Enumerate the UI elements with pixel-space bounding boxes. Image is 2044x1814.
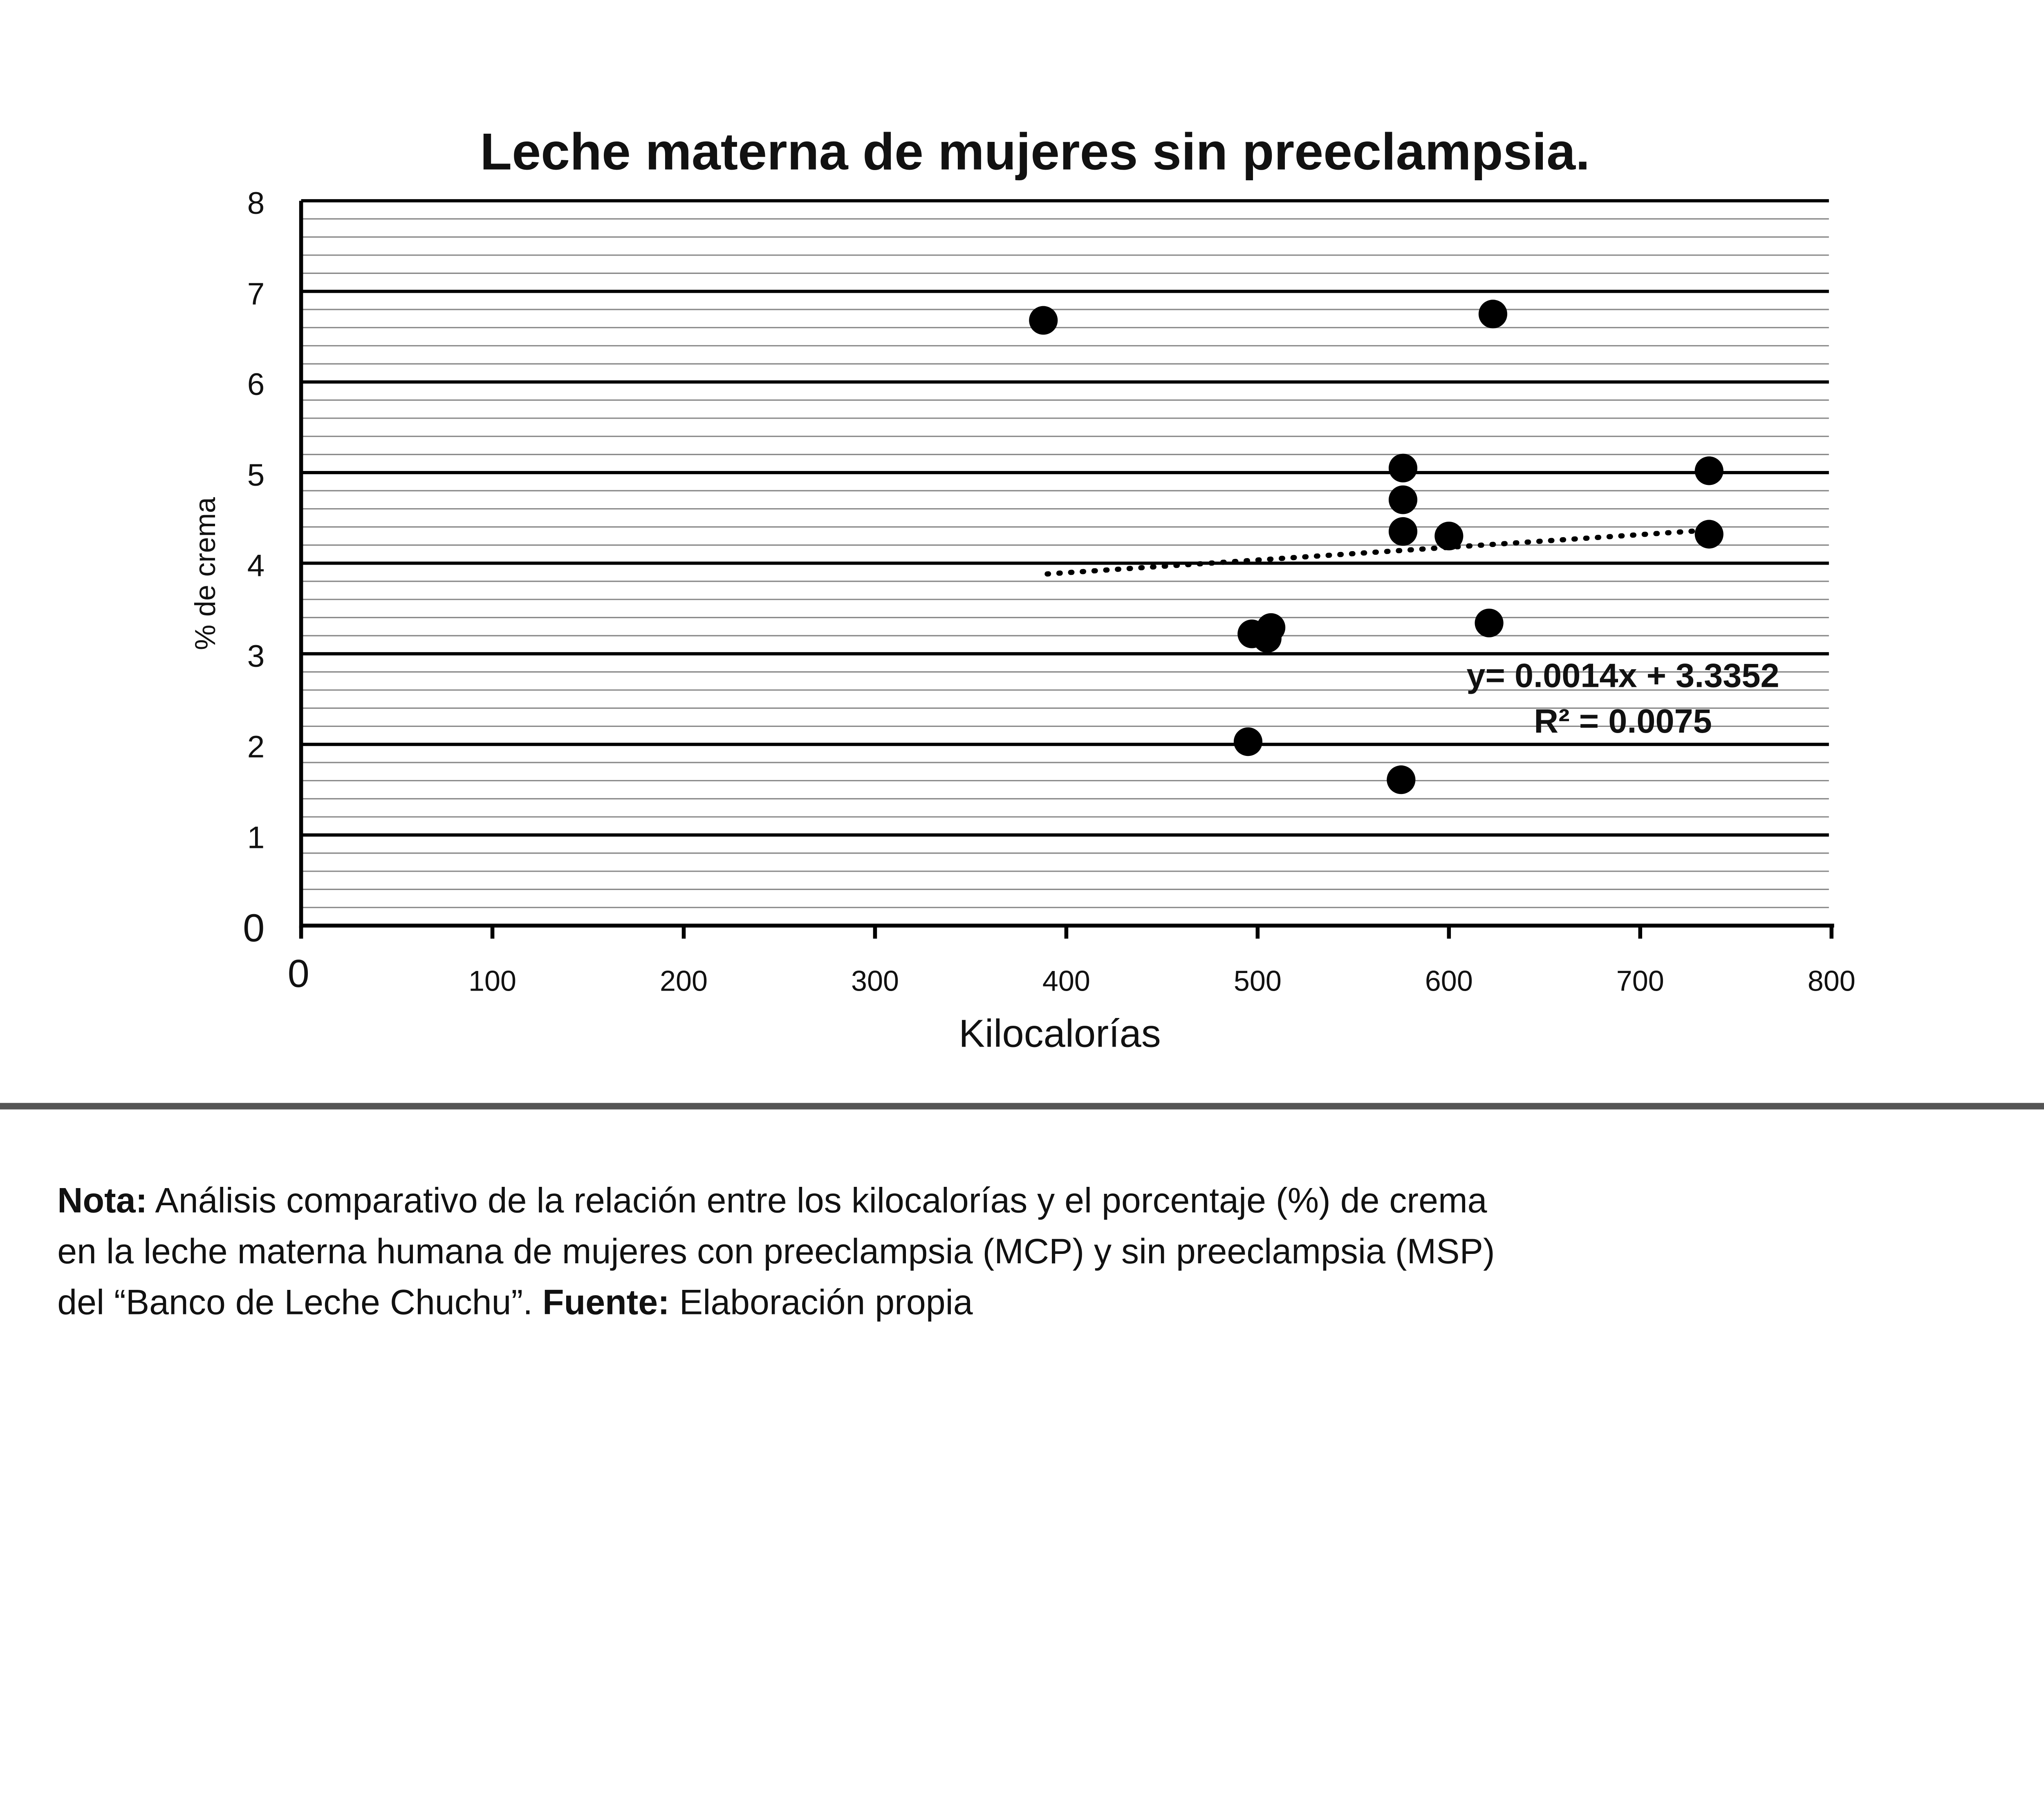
trendline-path [1044,527,1719,577]
note-line-2: en la leche materna humana de mujeres co… [57,1232,1495,1271]
data-point [1694,456,1724,485]
x-tick-label: 200 [660,964,708,997]
axes: 0 100 200 300 400 500 600 700 800 0 1 2 3 4 5 6 7 8 [243,186,1856,997]
x-tick-label: 800 [1808,964,1856,997]
data-point [1253,624,1282,653]
y-tick-label: 0 [243,906,264,950]
y-tick-label: 7 [247,277,265,312]
data-point [1388,453,1418,482]
data-point [1478,300,1508,329]
x-axis-label: Kilocalorías [959,1012,1161,1056]
r-squared-label: R² = 0.0075 [1534,702,1712,740]
data-point [1475,608,1504,637]
x-tick-label: 400 [1042,964,1090,997]
y-tick-label: 8 [247,186,265,221]
y-tick-label: 2 [247,730,265,765]
x-tick-label: 700 [1616,964,1664,997]
data-point [1387,765,1416,794]
data-point [1233,727,1263,756]
chart-title: Leche materna de mujeres sin preeclampsi… [480,123,1590,181]
separator-line [0,1103,2044,1110]
y-tick-label: 4 [247,548,265,583]
x-tick-label: 500 [1234,964,1282,997]
y-tick-label: 6 [247,367,265,402]
note-text-1: Análisis comparativo de la relación entr… [147,1181,1487,1220]
note-text-3a: del “Banco de Leche Chuchu”. [57,1283,542,1322]
x-tick-label: 0 [288,952,309,996]
y-tick-label: 1 [247,820,265,855]
data-point [1388,485,1418,514]
data-point [1388,517,1418,546]
data-points [1029,300,1724,794]
data-point [1029,306,1058,335]
x-tick-label: 600 [1425,964,1473,997]
note-text-3b: Elaboración propia [670,1283,973,1322]
x-tick-label: 100 [468,964,516,997]
note-line-1: Nota: Análisis comparativo de la relació… [57,1181,1487,1220]
y-tick-label: 3 [247,639,265,674]
equation-label: y= 0.0014x + 3.3352 [1466,656,1779,694]
source-label: Fuente: [542,1283,670,1322]
y-tick-label: 5 [247,458,265,493]
data-point [1434,521,1464,551]
grid [301,199,1829,908]
scatter-chart: Leche materna de mujeres sin preeclampsi… [0,123,2044,1322]
note-line-3: del “Banco de Leche Chuchu”. Fuente: Ela… [57,1283,973,1322]
y-axis-label: % de crema [189,497,221,650]
x-tick-label: 300 [851,964,899,997]
note-label: Nota: [57,1181,147,1220]
trendline [1044,527,1719,577]
data-point [1694,520,1724,549]
